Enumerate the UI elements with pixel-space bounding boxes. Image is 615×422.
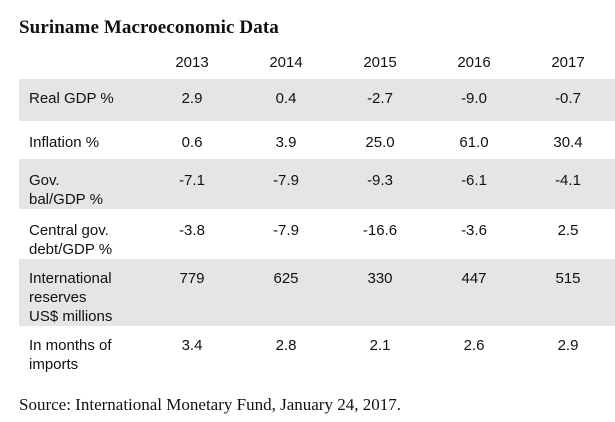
- cell-value: 779: [145, 259, 239, 326]
- year-header: 2014: [269, 53, 303, 71]
- cell-value: -7.9: [239, 159, 333, 209]
- cell-value: 0.6: [181, 134, 203, 151]
- table-row: Central gov. debt/GDP % -3.8 -7.9 -16.6 -…: [19, 209, 615, 259]
- source-note: Source: International Monetary Fund, Jan…: [19, 395, 401, 414]
- header-row: 2013 2014 2015 2016 2017: [19, 45, 615, 79]
- table-row: International reserves US$ millions 779 62…: [19, 259, 615, 326]
- table-row: Real GDP % 2.9 0.4 -2.7 -9.0 -0.7: [19, 79, 615, 121]
- row-label: Central gov. debt/GDP %: [29, 222, 113, 258]
- cell-value: -6.1: [427, 159, 521, 209]
- row-label: International reserves US$ millions: [19, 259, 145, 326]
- cell-value: 2.6: [463, 337, 485, 354]
- cell-value: 2.8: [275, 337, 297, 354]
- table-row: Gov. bal/GDP % -7.1 -7.9 -9.3 -6.1 -4.1: [19, 159, 615, 209]
- cell-value: 2.1: [369, 337, 391, 354]
- cell-value: -4.1: [521, 159, 615, 209]
- cell-value: -9.0: [427, 79, 521, 121]
- cell-value: -2.7: [333, 79, 427, 121]
- year-header: 2017: [551, 53, 585, 71]
- row-label: Gov. bal/GDP %: [19, 159, 145, 209]
- cell-value: 0.4: [239, 79, 333, 121]
- row-label: Real GDP %: [19, 79, 145, 121]
- cell-value: 30.4: [553, 134, 583, 151]
- cell-value: -16.6: [362, 222, 398, 239]
- cell-value: -9.3: [333, 159, 427, 209]
- cell-value: -0.7: [521, 79, 615, 121]
- table-row: In months of imports 3.4 2.8 2.1 2.6 2.9: [19, 326, 615, 374]
- cell-value: -3.6: [461, 222, 487, 239]
- cell-value: -7.9: [273, 222, 299, 239]
- year-header: 2013: [175, 53, 209, 71]
- cell-value: 2.9: [145, 79, 239, 121]
- row-label: In months of imports: [29, 337, 112, 373]
- year-header: 2016: [457, 53, 491, 71]
- cell-value: 447: [427, 259, 521, 326]
- cell-value: 25.0: [365, 134, 395, 151]
- cell-value: 2.9: [557, 337, 579, 354]
- table-row: Inflation % 0.6 3.9 25.0 61.0 30.4: [19, 121, 615, 159]
- cell-value: -3.8: [179, 222, 205, 239]
- cell-value: 3.9: [275, 134, 297, 151]
- cell-value: 625: [239, 259, 333, 326]
- cell-value: 3.4: [181, 337, 203, 354]
- cell-value: 330: [333, 259, 427, 326]
- row-label: Inflation %: [29, 134, 100, 151]
- macro-data-table: 2013 2014 2015 2016 2017 Real GDP % 2.9 …: [19, 45, 615, 374]
- cell-value: 61.0: [459, 134, 489, 151]
- header-blank: [19, 45, 145, 79]
- cell-value: 515: [521, 259, 615, 326]
- cell-value: -7.1: [145, 159, 239, 209]
- year-header: 2015: [363, 53, 397, 71]
- cell-value: 2.5: [557, 222, 579, 239]
- table-title: Suriname Macroeconomic Data: [19, 17, 279, 38]
